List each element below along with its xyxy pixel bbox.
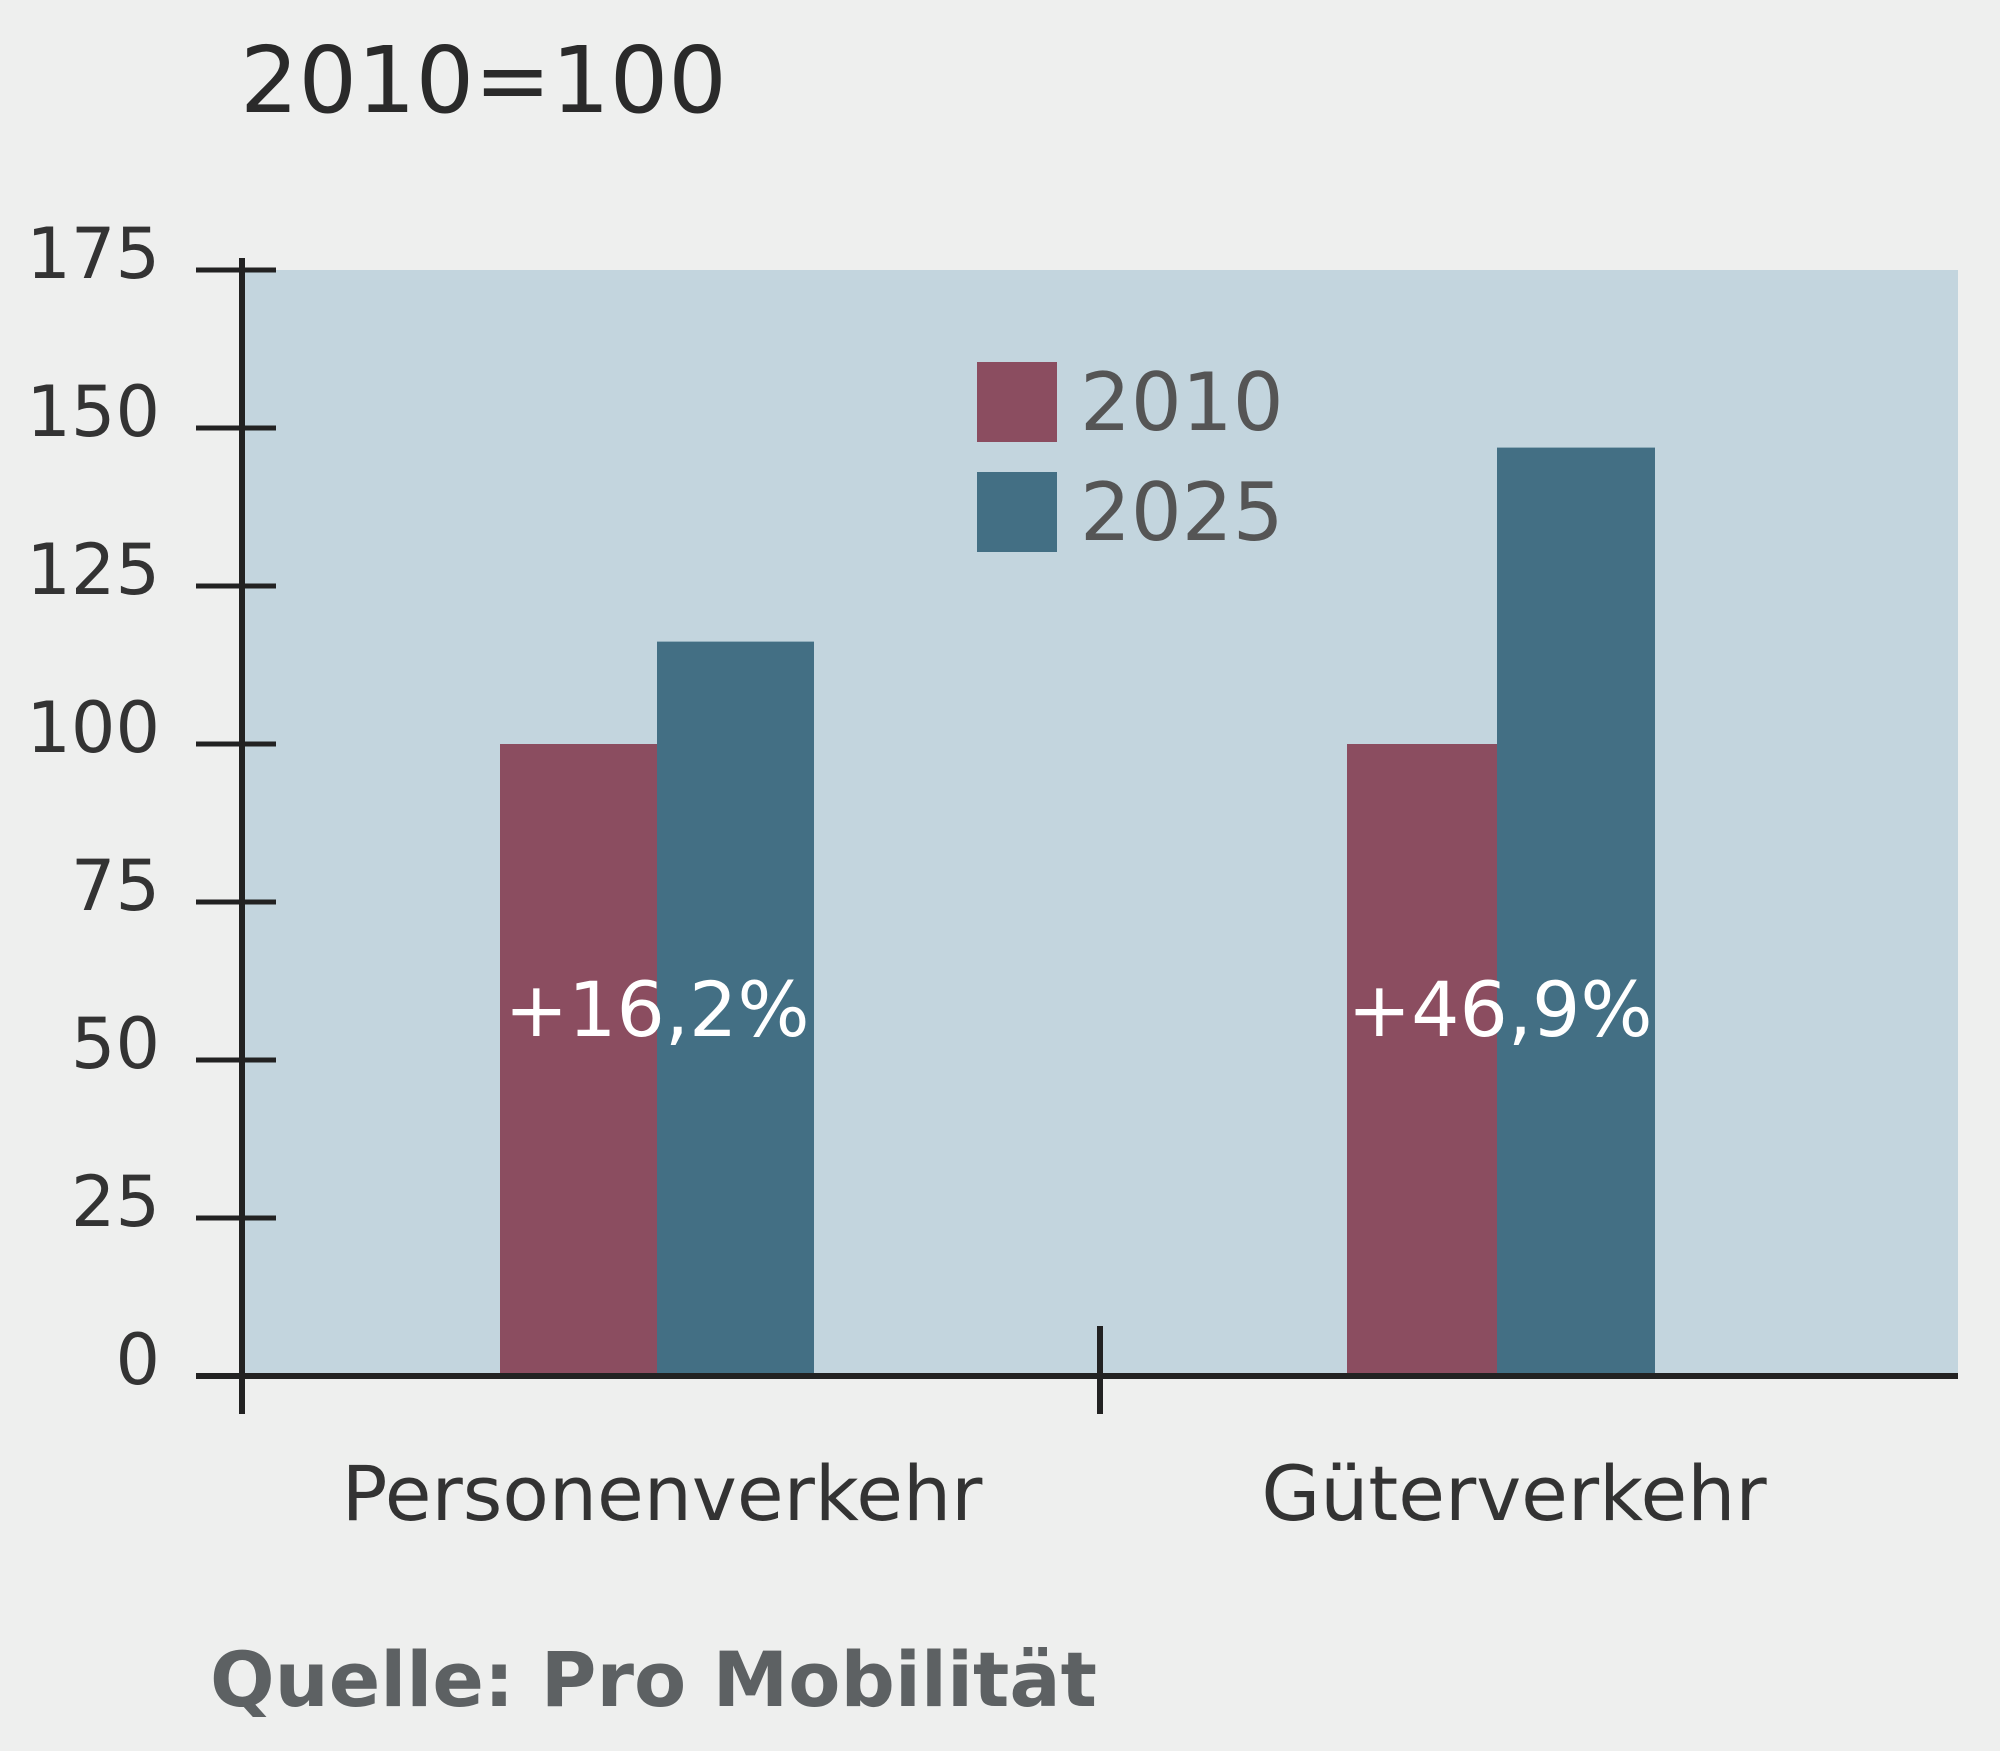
source-note: Quelle: Pro Mobilität [210,1635,1097,1724]
x-axis-labels: Personenverkehr Güterverkehr [342,1449,1768,1538]
bars [500,447,1655,1376]
bar-2010-1 [1347,744,1505,1376]
bar-annotations: +16,2% +46,9% [504,965,1652,1054]
y-tick-label: 0 [115,1319,160,1401]
y-tick-label: 125 [26,529,160,611]
legend-swatch-2010 [977,362,1057,442]
bar-2025-0 [657,641,814,1376]
legend-swatch-2025 [977,472,1057,552]
legend-label: 2010 [1080,356,1284,449]
y-tick-label: 175 [26,213,160,295]
y-tick-label: 50 [71,1003,160,1085]
y-tick-label: 25 [71,1161,160,1243]
chart-title: 2010=100 [240,27,727,134]
axes [196,258,1958,1414]
x-tick-label: Personenverkehr [342,1449,984,1538]
bar-annotation: +16,2% [504,965,809,1054]
bar-annotation: +46,9% [1347,965,1652,1054]
y-tick-label: 75 [71,845,160,927]
bar-2025-1 [1497,447,1655,1376]
x-tick-label: Güterverkehr [1261,1449,1767,1538]
y-tick-label: 100 [26,687,160,769]
legend-label: 2025 [1080,466,1284,559]
bar-2010-0 [500,744,657,1376]
y-tick-label: 150 [26,371,160,453]
legend: 2010 2025 [977,356,1284,559]
y-axis-ticks: 0 25 50 75 100 125 150 175 [26,213,276,1401]
